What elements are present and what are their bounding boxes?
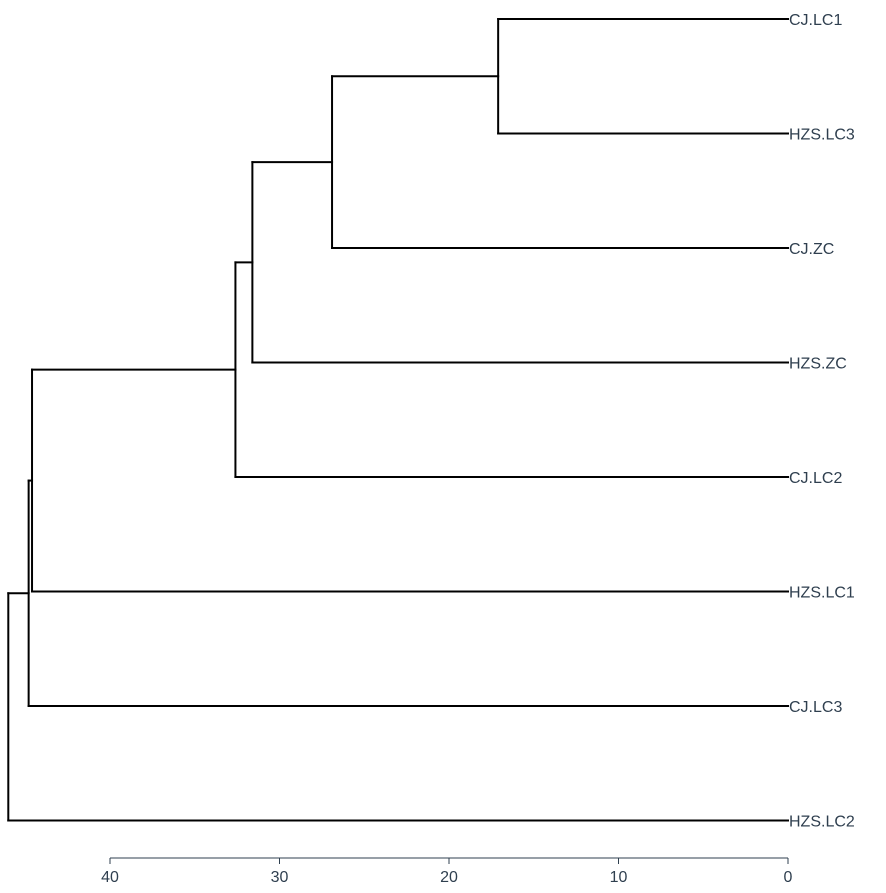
leaf-label: CJ.ZC [789,241,834,258]
leaf-labels: CJ.LC1 HZS.LC3 CJ.ZC HZS.ZC CJ.LC2 HZS.LC1 CJ.… [789,12,855,831]
leaf-label: HZS.ZC [789,356,847,373]
leaf-label: CJ.LC3 [789,699,842,716]
x-tick-label: 0 [784,869,793,886]
x-tick-label: 10 [610,869,628,886]
leaf-label: CJ.LC2 [789,470,842,487]
dendrogram-links [7,18,789,822]
x-tick-label: 30 [271,869,289,886]
x-tick-label: 40 [101,869,119,886]
x-axis-ticks: 40 30 20 10 0 [101,858,793,886]
leaf-label: HZS.LC3 [789,127,855,144]
x-tick-label: 20 [440,869,458,886]
x-axis: 40 30 20 10 0 [101,857,793,886]
leaf-label: CJ.LC1 [789,12,842,29]
leaf-label: HZS.LC2 [789,814,855,831]
leaf-label: HZS.LC1 [789,585,855,602]
